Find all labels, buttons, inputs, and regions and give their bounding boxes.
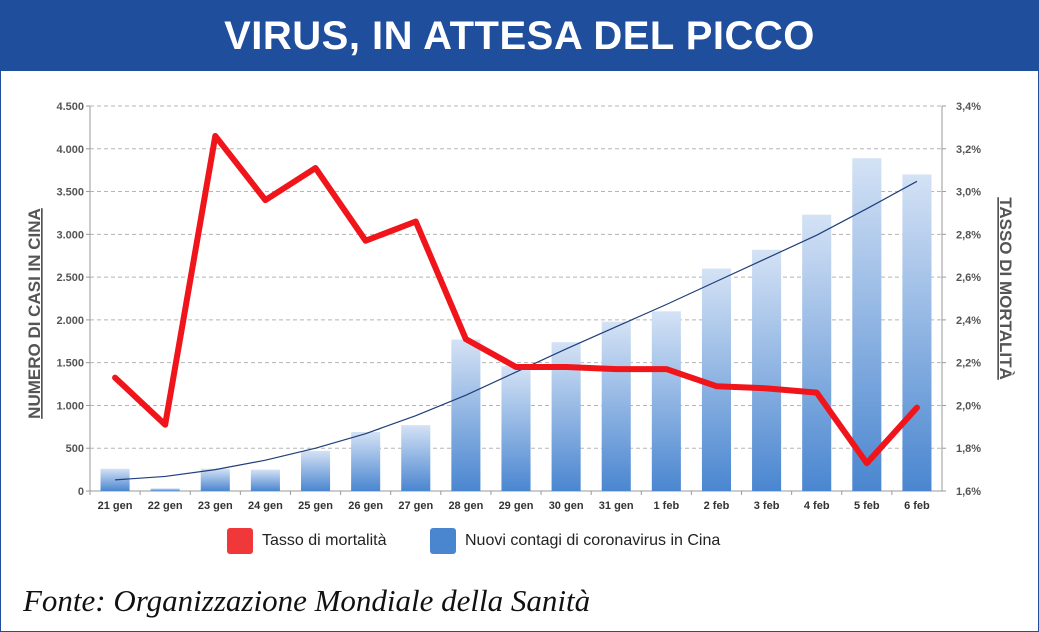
x-tick-label: 28 gen <box>448 500 483 512</box>
legend-item-new-cases: Nuovi contagi di coronavirus in Cina <box>430 528 720 554</box>
x-tick-label: 22 gen <box>148 500 183 512</box>
right-tick-label: 2,4% <box>956 315 981 327</box>
right-tick-label: 2,0% <box>956 400 981 412</box>
x-tick-label: 24 gen <box>248 500 283 512</box>
mortality-point <box>313 165 319 171</box>
axis-labels: 0 500 1.000 1.500 2.000 2.500 3.000 3.500 4.000 4… <box>25 101 1015 512</box>
legend-swatch-red <box>227 528 253 554</box>
x-tick-label: 1 feb <box>654 500 680 512</box>
mortality-point <box>864 460 870 466</box>
left-tick-label: 1.000 <box>56 400 84 412</box>
mortality-point <box>814 390 820 396</box>
mortality-point <box>764 385 770 391</box>
bar-6-feb <box>902 174 932 491</box>
bar-3-feb <box>752 249 782 491</box>
bar-27-gen <box>401 425 431 491</box>
mortality-point <box>663 366 669 372</box>
bar-25-gen <box>300 450 331 491</box>
mortality-point <box>112 375 118 381</box>
bar-24-gen <box>250 469 280 491</box>
x-tick-label: 27 gen <box>398 500 433 512</box>
left-tick-label: 3.500 <box>56 187 84 199</box>
mortality-point <box>363 238 369 244</box>
bar-23-gen <box>200 468 230 491</box>
mortality-line-series <box>112 132 920 467</box>
x-tick-label: 26 gen <box>348 500 383 512</box>
bar-22-gen <box>150 488 180 491</box>
x-tick-label: 3 feb <box>754 500 780 512</box>
bar-31-gen <box>601 321 631 491</box>
right-tick-label: 3,4% <box>956 101 981 113</box>
legend-label-new-cases: Nuovi contagi di coronavirus in Cina <box>465 532 721 549</box>
right-tick-label: 3,0% <box>956 187 981 199</box>
mortality-point <box>262 197 268 203</box>
bar-series <box>100 158 932 491</box>
right-tick-label: 1,6% <box>956 486 981 498</box>
left-tick-label: 500 <box>66 443 84 455</box>
x-tick-label: 5 feb <box>854 500 880 512</box>
title-banner: VIRUS, IN ATTESA DEL PICCO <box>1 1 1038 71</box>
mortality-point <box>413 219 419 224</box>
mortality-point <box>463 336 469 342</box>
left-tick-label: 2.500 <box>56 272 84 284</box>
mortality-point <box>162 422 168 428</box>
bar-1-feb <box>651 311 681 491</box>
mortality-point <box>914 405 920 411</box>
mortality-point <box>613 366 619 372</box>
legend-swatch-blue <box>430 528 456 554</box>
legend-item-mortality: Tasso di mortalità <box>227 528 387 554</box>
x-tick-label: 2 feb <box>704 500 730 512</box>
right-tick-label: 3,2% <box>956 144 981 156</box>
x-tick-label: 30 gen <box>549 500 584 512</box>
bar-26-gen <box>351 431 381 491</box>
x-tick-label: 23 gen <box>198 500 233 512</box>
mortality-point <box>563 364 569 370</box>
x-tick-label: 6 feb <box>904 500 930 512</box>
left-tick-label: 0 <box>78 486 84 498</box>
trend-line-series <box>115 180 918 481</box>
right-tick-label: 1,8% <box>956 443 981 455</box>
bar-28-gen <box>451 339 481 491</box>
x-tick-label: 25 gen <box>298 500 333 512</box>
x-tick-label: 31 gen <box>599 500 634 512</box>
legend-label-mortality: Tasso di mortalità <box>262 532 387 549</box>
legend: Tasso di mortalità Nuovi contagi di coro… <box>1 523 1038 555</box>
mortality-point <box>212 133 218 139</box>
left-tick-label: 4.000 <box>56 144 84 156</box>
combo-chart: 0 500 1.000 1.500 2.000 2.500 3.000 3.500 4.000 4… <box>25 101 1015 512</box>
left-tick-label: 3.000 <box>56 229 84 241</box>
trend-line <box>115 180 918 481</box>
x-tick-label: 29 gen <box>499 500 534 512</box>
bar-4-feb <box>802 214 832 491</box>
bar-29-gen <box>501 366 531 491</box>
x-tick-label: 4 feb <box>804 500 830 512</box>
left-tick-label: 4.500 <box>56 101 84 113</box>
right-axis-title: TASSO DI MORTALITÀ <box>996 197 1015 380</box>
mortality-point <box>513 364 519 370</box>
left-axis-title: NUMERO DI CASI IN CINA <box>25 208 44 419</box>
left-tick-label: 1.500 <box>56 358 84 370</box>
left-tick-label: 2.000 <box>56 315 84 327</box>
chart-title: VIRUS, IN ATTESA DEL PICCO <box>224 13 815 58</box>
source-note: Fonte: Organizzazione Mondiale della San… <box>23 583 591 618</box>
mortality-point <box>713 383 719 389</box>
right-tick-label: 2,2% <box>956 358 981 370</box>
right-tick-label: 2,8% <box>956 229 981 241</box>
grid-lines <box>90 105 942 449</box>
x-tick-label: 21 gen <box>98 500 133 512</box>
right-tick-label: 2,6% <box>956 272 981 284</box>
